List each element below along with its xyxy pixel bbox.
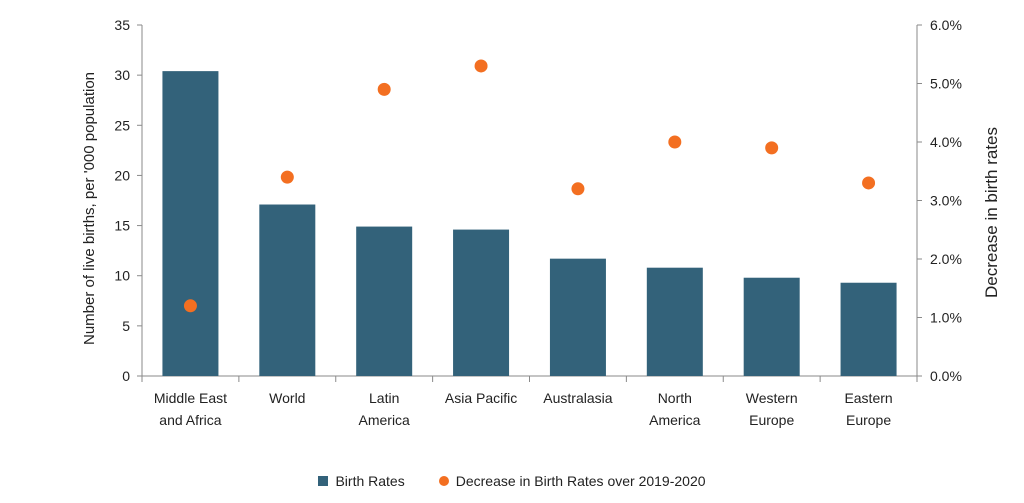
bar [647,268,703,376]
x-tick-label-line: Western [746,390,798,406]
x-tick-label: World [269,390,305,406]
legend-label-birth-rates: Birth Rates [335,473,404,489]
y2-tick-label: 4.0% [930,134,962,150]
y2-tick-label: 0.0% [930,368,962,384]
y2-tick-label: 3.0% [930,193,962,209]
bar [841,283,897,376]
y-tick-label: 30 [114,67,130,83]
bar [744,278,800,376]
y-tick-label: 20 [114,167,130,183]
scatter-point [475,59,488,72]
scatter-point [765,141,778,154]
y-tick-label: 0 [122,368,130,384]
x-tick-label-line: World [269,390,305,406]
x-tick-label: Australasia [543,390,612,406]
tick-labels: 0 5 10 15 20 25 30 35 0.0% 1.0% 2.0% 3.0% 4.0% 5.0% 6.… [114,17,962,428]
x-tick-label: Eastern Europe [844,390,892,428]
x-tick-label: Middle East and Africa [154,390,227,428]
scatter-point [378,83,391,96]
x-tick-label: Latin America [359,390,411,428]
y2-tick-label: 6.0% [930,17,962,33]
x-tick-label: Western Europe [746,390,798,428]
x-tick-label-line: Eastern [844,390,892,406]
y-tick-label: 10 [114,268,130,284]
y-tick-label: 35 [114,17,130,33]
bar-series [162,71,896,376]
x-tick-label-line: Latin [369,390,399,406]
chart-axes [137,25,922,382]
x-tick-label-line: America [649,412,701,428]
x-tick-label: Asia Pacific [445,390,517,406]
legend-item-decrease: Decrease in Birth Rates over 2019-2020 [439,473,706,489]
bar [453,230,509,376]
legend-bar-swatch [318,476,328,486]
x-tick-label-line: Asia Pacific [445,390,517,406]
x-tick-label-line: America [359,412,411,428]
x-tick-label-line: Europe [846,412,891,428]
combo-chart: 0 5 10 15 20 25 30 35 0.0% 1.0% 2.0% 3.0% 4.0% 5.0% 6.… [0,0,1024,470]
bar [162,71,218,376]
y2-tick-label: 5.0% [930,76,962,92]
y-axis-title: Number of live births, per '000 populati… [81,72,98,345]
y-tick-label: 25 [114,117,130,133]
bar [356,227,412,376]
y2-axis-title: Decrease in birth rates [982,127,1001,298]
bar [259,205,315,376]
legend-dot-swatch [439,476,449,486]
x-tick-label: North America [649,390,701,428]
y-tick-label: 5 [122,318,130,334]
scatter-point [184,299,197,312]
legend-label-decrease: Decrease in Birth Rates over 2019-2020 [456,473,706,489]
x-tick-label-line: Middle East [154,390,227,406]
legend-item-birth-rates: Birth Rates [318,473,404,489]
scatter-point [668,136,681,149]
legend: Birth Rates Decrease in Birth Rates over… [0,473,1024,489]
scatter-point [862,176,875,189]
x-tick-label-line: and Africa [159,412,221,428]
bar [550,259,606,376]
x-tick-label-line: Australasia [543,390,612,406]
x-tick-label-line: North [658,390,692,406]
scatter-point [281,171,294,184]
x-tick-label-line: Europe [749,412,794,428]
y2-tick-label: 2.0% [930,251,962,267]
y-tick-label: 15 [114,218,130,234]
y2-tick-label: 1.0% [930,310,962,326]
scatter-point [571,182,584,195]
